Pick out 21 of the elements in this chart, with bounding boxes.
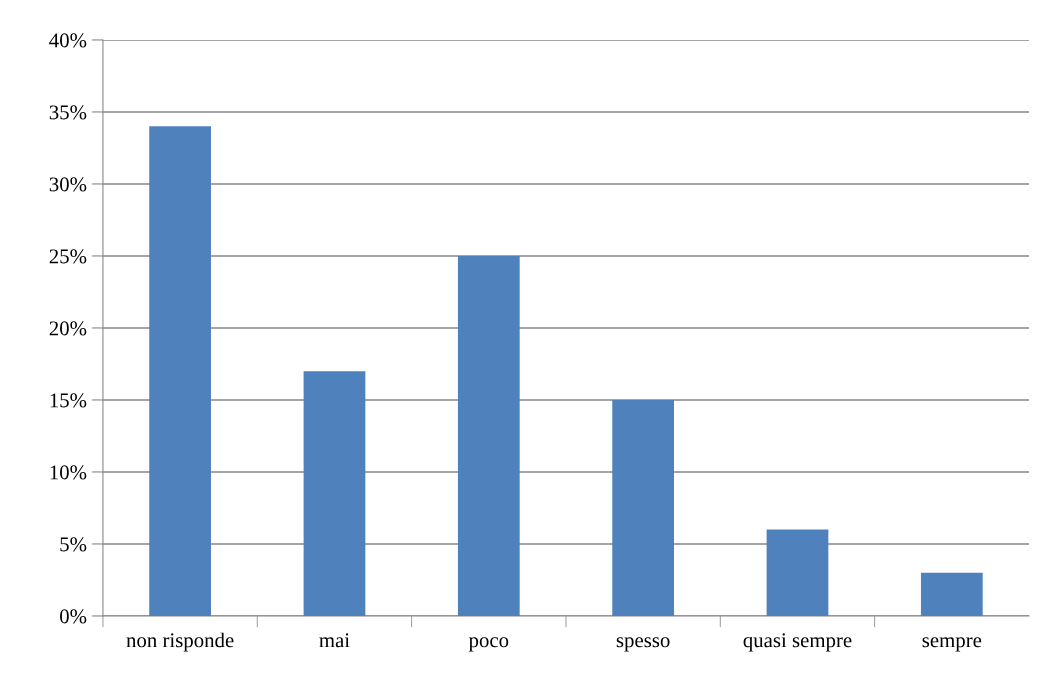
y-tick-label: 35% [49,105,87,120]
y-tick-label: 40% [49,33,87,48]
bar [457,255,520,616]
bar [303,371,366,616]
y-tick-label: 10% [50,465,87,480]
x-tick-label: sempre [922,637,982,652]
y-tick-label: 0% [60,609,87,624]
y-tick-label: 25% [49,249,87,264]
x-tick-label: quasi sempre [743,633,852,652]
x-tick-label: mai [319,633,350,648]
y-tick-label: 5% [60,537,87,552]
x-tick-label: non risponde [126,632,234,652]
bar [612,399,675,616]
bar [920,572,983,616]
bar [766,529,829,616]
x-tick-label: spesso [616,637,670,652]
x-tick-label: poco [468,637,509,652]
y-tick-label: 15% [50,393,87,408]
y-tick-label: 30% [49,177,87,192]
y-tick-label: 20% [49,321,87,336]
bar [149,126,211,616]
